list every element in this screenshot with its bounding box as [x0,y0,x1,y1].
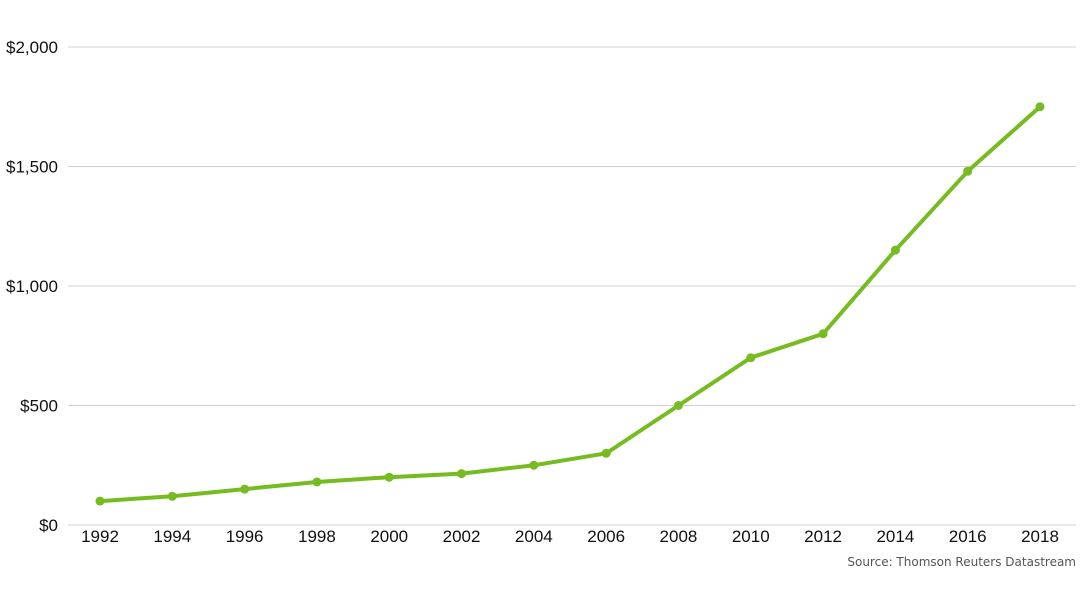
data-point [818,329,828,339]
y-tick-label: $500 [20,397,58,416]
x-tick-label: 1998 [298,527,336,546]
data-point [240,484,250,494]
y-tick-label: $0 [39,516,58,535]
gridlines [68,46,1076,526]
data-point [529,460,539,470]
data-point [457,469,467,479]
data-point [601,448,611,458]
data-point [890,245,900,255]
x-tick-label: 1994 [153,527,191,546]
y-tick-label: $2,000 [6,38,58,57]
x-axis-tick-labels: 1992 1994 1996 1998 2000 2002 2004 2006 2008 2010… [81,527,1059,546]
x-tick-label: 2014 [876,527,914,546]
x-tick-label: 1996 [226,527,264,546]
data-point [673,401,683,410]
series-points [95,102,1045,506]
x-tick-label: 2012 [804,527,842,546]
y-tick-label: $1,000 [6,277,58,296]
x-tick-label: 2018 [1021,527,1059,546]
x-tick-label: 2002 [443,527,481,546]
data-point [746,353,756,363]
series-line-layer [98,104,1042,504]
y-tick-label: $1,500 [6,158,58,177]
x-tick-label: 2016 [949,527,987,546]
x-tick-label: 2008 [660,527,698,546]
source-note: Source: Thomson Reuters Datastream [847,555,1076,569]
y-axis-tick-labels: $0 $500 $1,000 $1,500 $2,000 [6,38,58,535]
x-tick-label: 1992 [81,527,119,546]
x-tick-label: 2004 [515,527,553,546]
data-point [1035,102,1045,112]
x-tick-label: 2000 [370,527,408,546]
data-point [95,496,105,506]
data-point [167,491,177,501]
data-point [963,166,973,176]
data-point [384,472,394,482]
series-line [98,104,1042,504]
x-tick-label: 2010 [732,527,770,546]
x-tick-label: 2006 [587,527,625,546]
data-point [312,477,322,487]
